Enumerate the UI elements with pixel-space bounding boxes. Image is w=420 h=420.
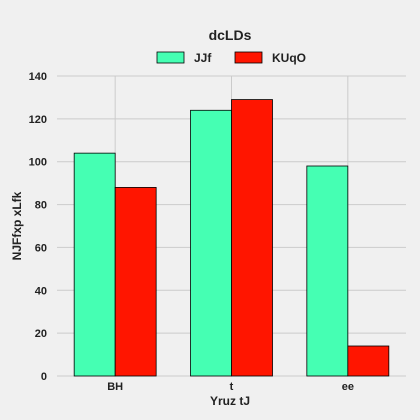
x-tick-label: ee [342,381,354,393]
y-tick-label: 60 [35,242,47,254]
legend: JJf KUqO [156,51,306,65]
x-tick-label: t [230,381,234,393]
y-tick-label: 140 [29,71,47,83]
bar-kuqo-ee [347,345,390,377]
x-axis-label: Yruz tJ [210,394,250,408]
chart-title: dcLDs [209,27,252,43]
y-tick-label: 80 [35,200,47,212]
y-tick-label: 100 [29,157,47,169]
bar-kuqo-bh [114,187,157,377]
y-axis-ticks: 0 20 40 60 80 100 120 140 [29,71,47,383]
bar-kuqo-t [231,99,273,377]
x-axis-ticks: BH t ee [107,381,354,393]
legend-label-jjf: JJf [194,51,212,65]
bar-jjf-ee [306,165,349,377]
legend-label-kuqo: KUqO [272,51,306,65]
y-tick-label: 40 [35,285,47,297]
y-tick-label: 0 [41,371,47,383]
legend-swatch-jjf [156,51,185,64]
y-tick-label: 120 [29,114,47,126]
x-tick-label: BH [107,381,123,393]
bar-jjf-t [190,109,232,377]
bars [73,99,390,377]
legend-swatch-kuqo [234,51,263,64]
y-tick-label: 20 [35,328,47,340]
bar-jjf-bh [73,152,116,377]
y-axis-label: NJFfxp xLfk [10,191,24,260]
